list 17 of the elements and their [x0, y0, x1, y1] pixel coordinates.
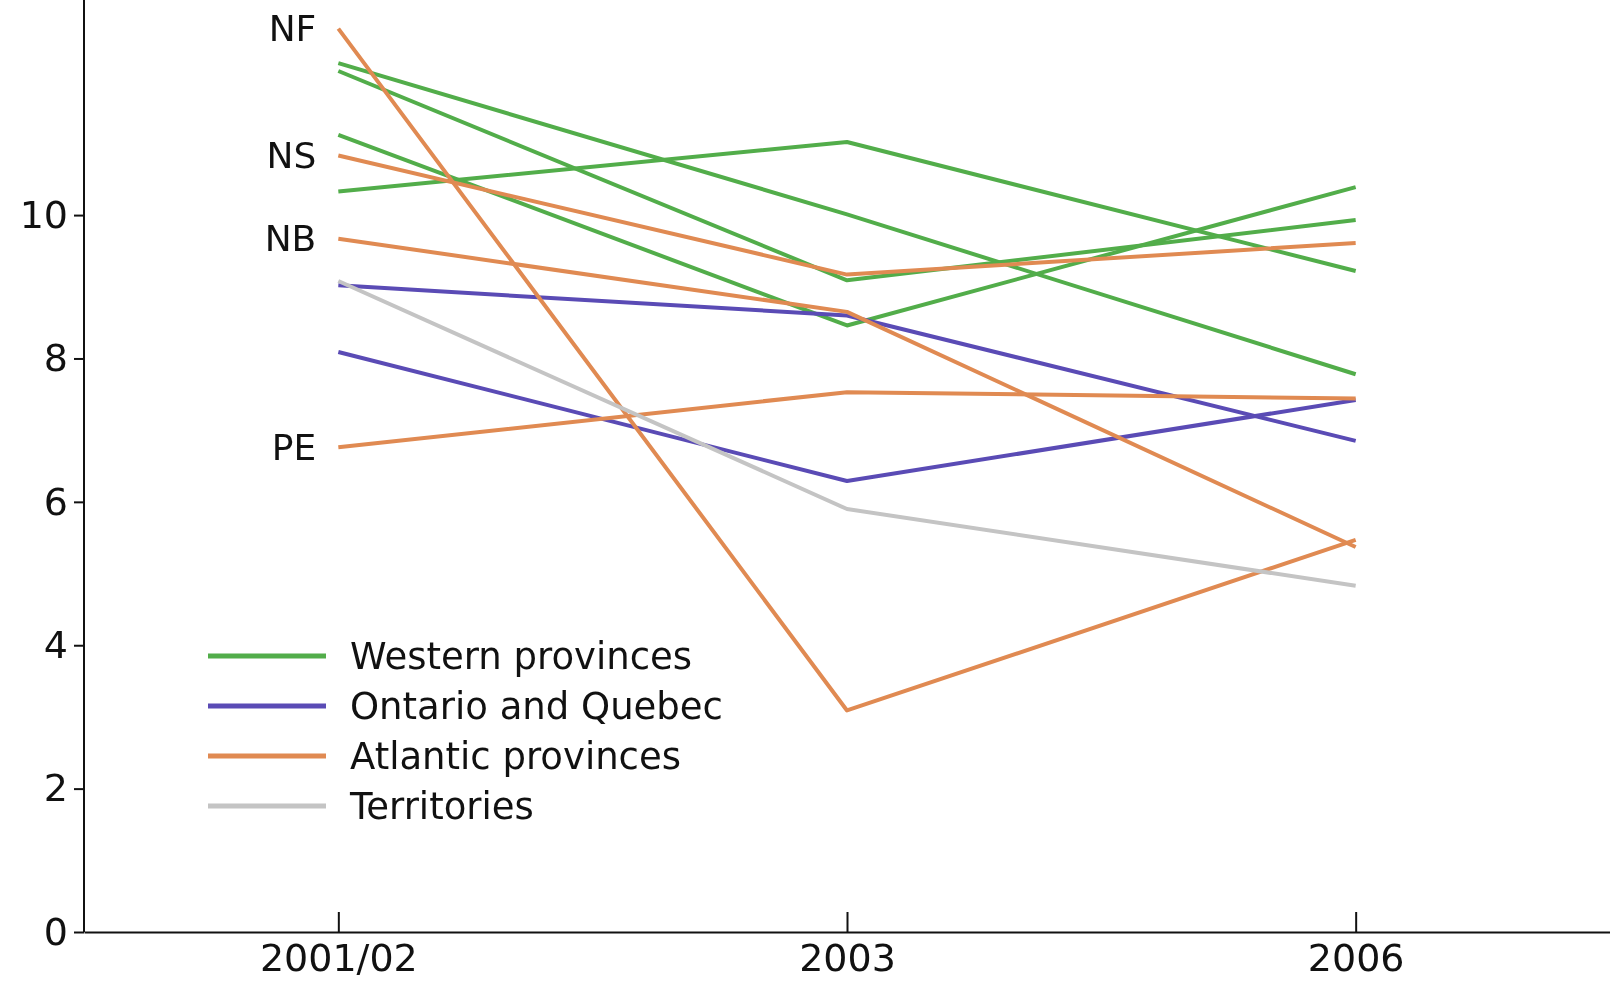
y-tick-label: 6: [43, 479, 68, 524]
legend-label: Ontario and Quebec: [350, 684, 723, 728]
legend-label: Atlantic provinces: [350, 734, 681, 778]
y-tick-label: 8: [43, 336, 68, 381]
annotation: NB: [264, 218, 317, 260]
y-tick-label: 10: [19, 192, 68, 237]
y-tick-label: 0: [43, 909, 68, 954]
x-tick-label: 2006: [1307, 935, 1405, 980]
annotation: NS: [266, 135, 317, 177]
annotation: PE: [271, 426, 317, 468]
y-tick-label: 4: [43, 622, 68, 667]
x-tick-label: 2001/02: [259, 935, 418, 980]
y-tick-label: 2: [43, 766, 68, 811]
legend-label: Western provinces: [350, 634, 693, 678]
annotation: NF: [268, 8, 317, 50]
legend-label: Territories: [349, 784, 534, 828]
x-tick-label: 2003: [799, 935, 896, 980]
